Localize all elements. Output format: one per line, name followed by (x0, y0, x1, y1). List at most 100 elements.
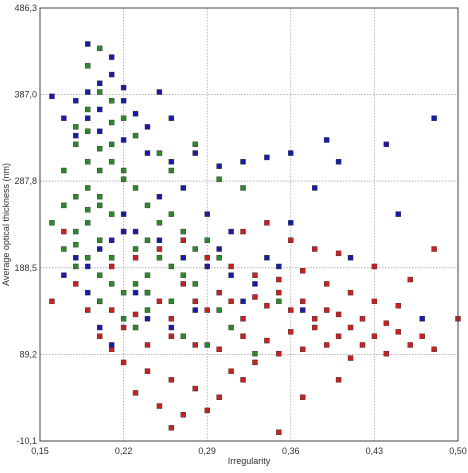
data-point (168, 167, 175, 174)
data-point (395, 303, 401, 309)
data-point (144, 307, 151, 313)
data-point (85, 255, 91, 261)
data-points (49, 41, 461, 435)
data-point (168, 425, 175, 431)
data-point (97, 145, 103, 152)
data-point (85, 128, 91, 134)
data-point (61, 272, 67, 278)
data-point (216, 246, 222, 252)
data-point (85, 106, 91, 113)
data-point (73, 132, 79, 139)
data-point (371, 333, 378, 339)
grid (39, 7, 459, 442)
data-point (144, 316, 151, 322)
data-point (97, 333, 103, 339)
x-tick-label: 0,22 (115, 446, 133, 456)
data-point (180, 281, 187, 287)
data-point (252, 359, 258, 366)
data-point (347, 355, 354, 361)
data-point (156, 193, 163, 200)
data-point (108, 71, 115, 78)
data-point (108, 263, 115, 270)
data-point (359, 342, 366, 348)
data-point (85, 63, 91, 69)
data-point (288, 329, 294, 335)
x-tick-label: 0,15 (31, 446, 49, 456)
data-point (108, 342, 115, 348)
data-point (300, 394, 306, 400)
data-point (431, 115, 437, 121)
y-tick-label: 188,5 (14, 263, 37, 273)
data-point (323, 342, 330, 348)
data-point (204, 211, 210, 217)
data-point (132, 324, 139, 331)
data-point (168, 263, 175, 270)
data-point (108, 255, 115, 261)
data-point (288, 307, 294, 313)
data-point (192, 246, 198, 252)
data-point (108, 159, 115, 165)
data-point (120, 324, 127, 331)
data-point (132, 311, 139, 318)
data-point (180, 237, 187, 243)
tick-labels: 0,15 0,22 0,29 0,36 0,43 0,50 -10,1 89,2 188,5 28… (14, 3, 466, 456)
data-point (97, 80, 103, 86)
data-point (216, 394, 222, 400)
data-point (204, 307, 210, 313)
data-point (192, 342, 198, 348)
data-point (252, 350, 258, 357)
data-point (383, 141, 390, 148)
data-point (180, 185, 187, 191)
data-point (431, 246, 437, 252)
data-point (132, 289, 139, 296)
data-point (73, 263, 79, 270)
data-point (288, 150, 294, 156)
data-point (144, 368, 151, 374)
data-point (97, 202, 103, 209)
data-point (300, 268, 306, 274)
data-point (168, 377, 175, 383)
data-point (120, 211, 127, 217)
data-point (240, 377, 246, 383)
x-tick-label: 0,43 (366, 446, 384, 456)
data-point (395, 211, 401, 217)
data-point (395, 329, 401, 335)
data-point (120, 84, 127, 91)
data-point (132, 228, 139, 235)
data-point (108, 211, 115, 217)
data-point (347, 289, 354, 296)
data-point (419, 316, 425, 322)
y-tick-label: 287,8 (14, 176, 37, 186)
data-point (85, 289, 91, 296)
data-point (108, 54, 115, 60)
x-tick-label: 0,50 (449, 446, 467, 456)
data-point (276, 429, 282, 435)
data-point (288, 237, 294, 243)
data-point (311, 185, 318, 191)
data-point (204, 237, 210, 243)
data-point (97, 106, 103, 113)
data-point (120, 167, 127, 174)
data-point (228, 263, 234, 270)
data-point (240, 185, 246, 191)
data-point (61, 115, 67, 121)
y-tick-label: 387,0 (14, 90, 37, 100)
data-point (108, 281, 115, 287)
y-tick-label: 89,2 (19, 349, 37, 359)
data-point (276, 350, 282, 357)
data-point (97, 89, 103, 95)
data-point (132, 390, 139, 396)
data-point (407, 276, 413, 283)
data-point (156, 255, 163, 261)
data-point (156, 89, 163, 95)
data-point (85, 307, 91, 313)
data-point (204, 342, 210, 348)
data-point (168, 333, 175, 339)
data-point (168, 159, 175, 165)
data-point (419, 333, 425, 339)
data-point (156, 403, 163, 409)
data-point (85, 41, 91, 47)
data-point (180, 412, 187, 418)
data-point (73, 124, 79, 130)
